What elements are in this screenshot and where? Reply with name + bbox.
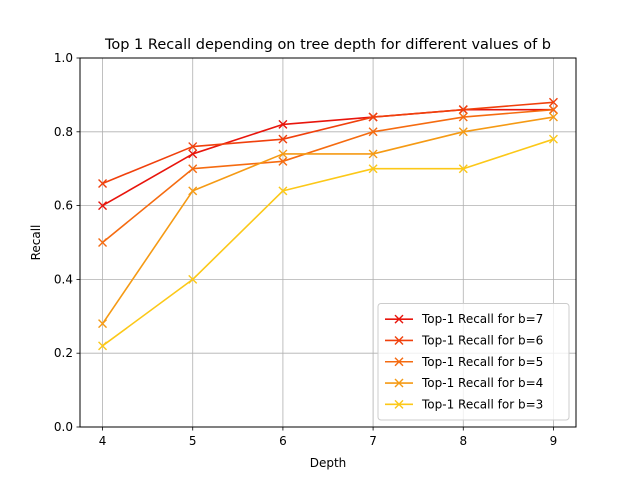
legend-label: Top-1 Recall for b=6 [421,333,543,347]
y-tick-label: 0.2 [54,346,73,360]
series-3 [98,112,558,329]
data-point [368,127,378,137]
x-tick-label: 4 [99,434,107,448]
y-tick-label: 1.0 [54,51,73,65]
data-point [188,142,198,152]
y-tick-label: 0.6 [54,199,73,213]
data-point [368,112,378,122]
data-point [548,97,558,107]
x-tick-label: 8 [459,434,467,448]
series-1 [98,97,558,188]
x-axis-label: Depth [310,456,347,470]
data-point [278,149,288,159]
data-point [278,156,288,166]
data-point [458,112,468,122]
y-axis-label: Recall [29,225,43,261]
data-point [98,178,108,188]
legend-item: Top-1 Recall for b=6 [385,333,543,347]
data-point [188,164,198,174]
data-point [188,149,198,159]
plot-frame [79,57,577,428]
data-point [278,186,288,196]
y-tick-label: 0.4 [54,272,73,286]
series-4 [98,134,558,351]
data-point [458,127,468,137]
series-line [101,116,554,325]
data-point [278,134,288,144]
legend-label: Top-1 Recall for b=3 [421,397,543,411]
axis-ticks: 4 5 6 7 8 9 0.0 0.2 0.4 0.6 0.8 1.0 [54,51,557,448]
data-point [188,186,198,196]
legend-label: Top-1 Recall for b=5 [421,355,543,369]
x-tick-label: 6 [279,434,287,448]
data-point [278,119,288,129]
series-layer [98,97,558,351]
y-tick-label: 0.0 [54,420,73,434]
series-line [102,108,554,244]
legend: Top-1 Recall for b=7 Top-1 Recall for b=6… [377,303,570,421]
data-point [548,112,558,122]
legend-item: Top-1 Recall for b=5 [385,355,543,369]
legend-box [377,303,570,421]
data-point [98,319,108,329]
series-line [102,108,554,207]
series-line [102,138,554,347]
legend-label: Top-1 Recall for b=7 [421,312,543,326]
data-point [368,164,378,174]
x-tick-label: 7 [369,434,377,448]
legend-item: Top-1 Recall for b=7 [385,312,543,326]
data-point [98,201,108,211]
data-point [458,105,468,115]
data-point [458,164,468,174]
chart-title: Top 1 Recall depending on tree depth for… [104,37,551,53]
legend-item: Top-1 Recall for b=4 [385,376,543,390]
data-point [98,341,108,351]
data-point [188,274,198,284]
x-tick-label: 9 [550,434,558,448]
series-line [102,101,554,185]
data-point [548,134,558,144]
series-2 [98,105,558,247]
data-point [98,238,108,247]
legend-label: Top-1 Recall for b=4 [421,376,543,390]
x-tick-label: 5 [189,434,197,448]
y-tick-label: 0.8 [54,125,73,139]
data-point [548,105,558,115]
legend-item: Top-1 Recall for b=3 [385,397,543,411]
data-point [368,149,378,159]
